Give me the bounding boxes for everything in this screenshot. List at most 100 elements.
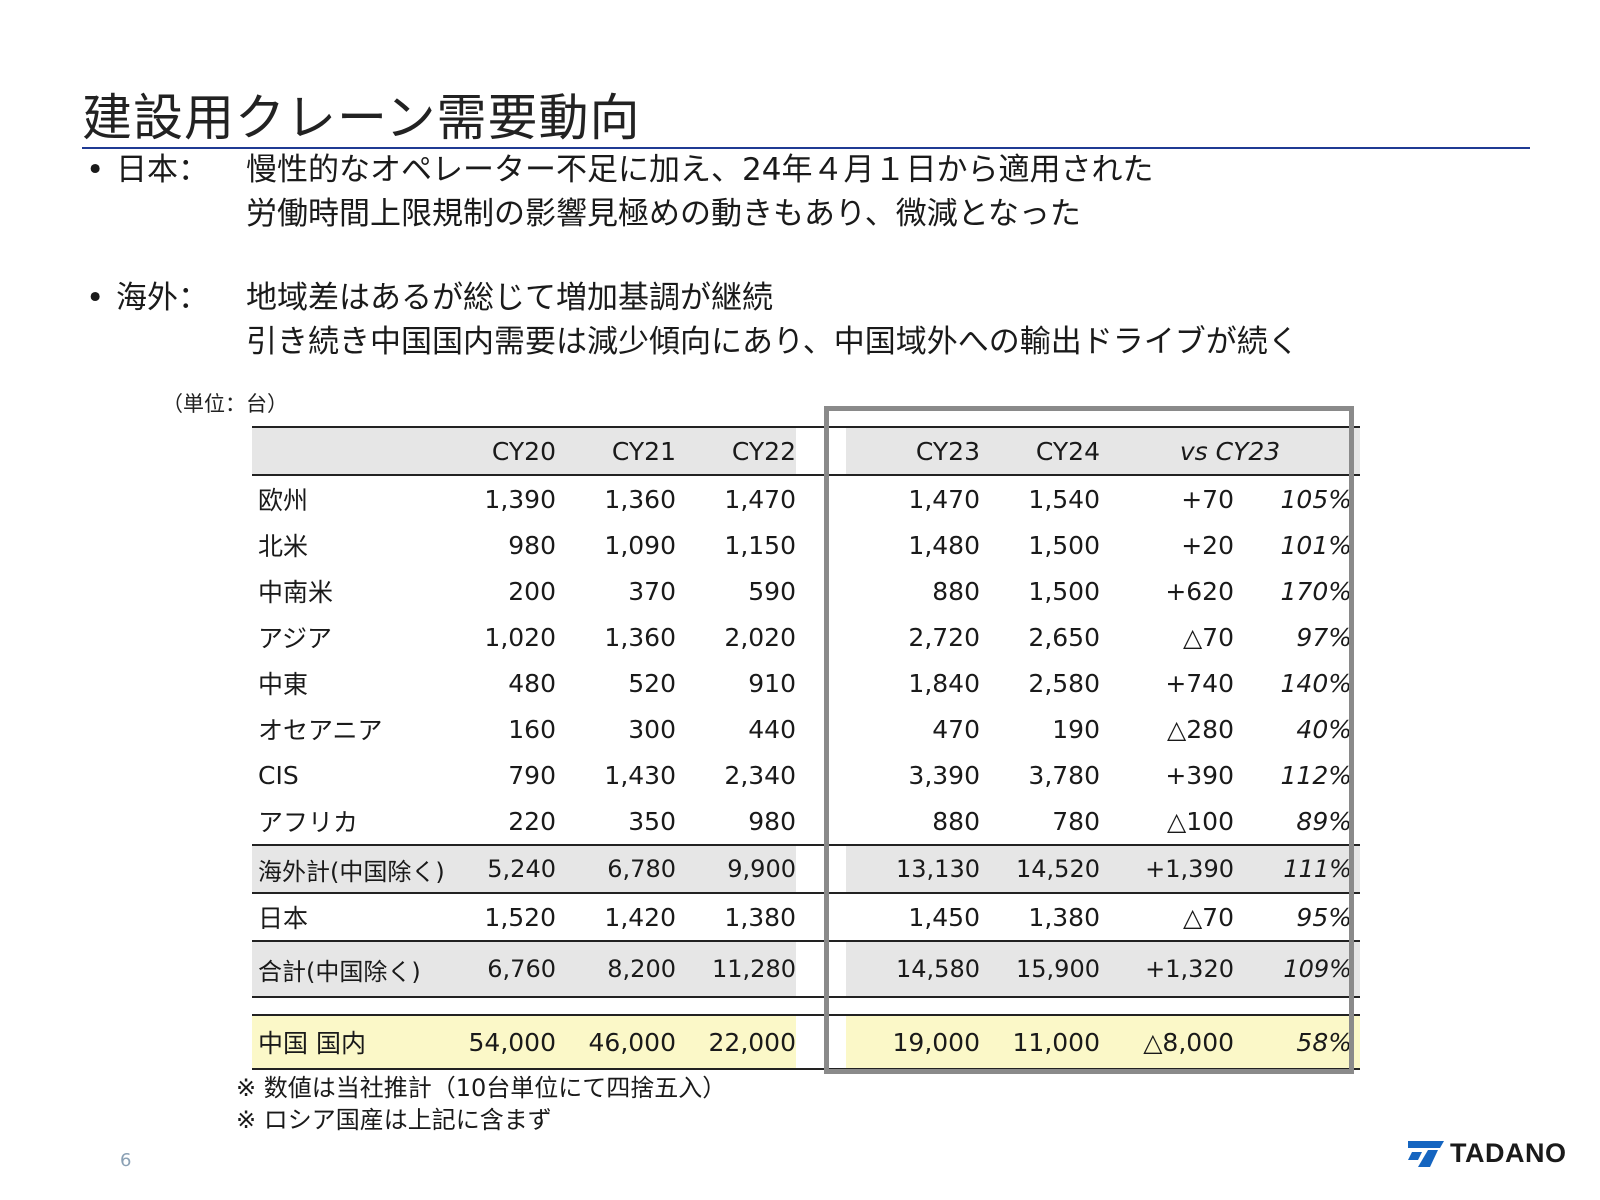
cell-cy20: 1,020	[484, 622, 556, 652]
row-label: CIS	[258, 760, 299, 790]
column-gap	[796, 706, 846, 752]
cell-cy22: 1,380	[676, 893, 796, 942]
cell-cy21: 6,780	[556, 844, 676, 894]
cell-cy20: 200	[508, 576, 556, 606]
cell-cy22: 980	[748, 806, 796, 836]
page-number: 6	[120, 1150, 132, 1171]
bullet-line: 労働時間上限規制の影響見極めの動きもあり、微減となった	[246, 196, 1081, 232]
cell-cy21: 46,000	[556, 1014, 676, 1070]
cell-diff: +620	[1165, 576, 1234, 606]
bullet-marker: •	[86, 152, 105, 188]
table-row: 北米 980 1,090 1,150 1,480 1,500 +20 101%	[252, 522, 1360, 568]
column-gap	[796, 940, 846, 998]
header-cell	[252, 426, 452, 476]
cell-diff: +390	[1165, 760, 1234, 790]
cell-cy24: 780	[1052, 806, 1100, 836]
company-logo: TADANO	[1408, 1138, 1566, 1169]
column-gap	[796, 844, 846, 894]
row-label: 日本	[252, 893, 452, 942]
cell-cy20: 480	[508, 668, 556, 698]
crane-demand-table: CY20 CY21 CY22 CY23 CY24 vs CY23 欧州 1,390…	[252, 426, 1360, 1070]
column-gap	[796, 614, 846, 660]
cell-cy24: 1,500	[1028, 530, 1100, 560]
cell-cy21: 520	[628, 668, 676, 698]
cell-cy23: 19,000	[846, 1014, 980, 1070]
spacer-cell	[252, 996, 1360, 1015]
page-title: 建設用クレーン需要動向	[82, 89, 641, 147]
row-label: 中国 国内	[252, 1014, 452, 1070]
row-label: 中南米	[258, 578, 334, 607]
table-row-grand-total: 合計(中国除く) 6,760 8,200 11,280 14,580 15,90…	[252, 940, 1360, 998]
cell-cy23: 880	[932, 576, 980, 606]
header-cell: CY20	[452, 426, 556, 476]
cell-pct: 58%	[1234, 1014, 1360, 1070]
cell-diff: △8,000	[1100, 1014, 1234, 1070]
row-label: 欧州	[258, 486, 309, 515]
cell-cy24: 3,780	[1028, 760, 1100, 790]
row-label: 海外計(中国除く)	[252, 844, 452, 894]
table-row: 欧州 1,390 1,360 1,470 1,470 1,540 +70 105%	[252, 475, 1360, 522]
cell-cy22: 910	[748, 668, 796, 698]
cell-cy23: 13,130	[846, 844, 980, 894]
cell-cy22: 1,470	[724, 484, 796, 514]
unit-label: （単位：台）	[162, 392, 288, 416]
cell-cy21: 1,430	[604, 760, 676, 790]
column-gap	[796, 660, 846, 706]
cell-cy24: 190	[1052, 714, 1100, 744]
cell-cy24: 1,380	[980, 893, 1100, 942]
cell-pct: 105%	[1280, 484, 1352, 514]
column-gap	[796, 475, 846, 522]
footnote: ※ 数値は当社推計（10台単位にて四捨五入）	[236, 1074, 727, 1102]
cell-diff: +740	[1165, 668, 1234, 698]
column-gap	[796, 752, 846, 798]
cell-pct: 101%	[1280, 530, 1352, 560]
cell-cy24: 15,900	[980, 940, 1100, 998]
bullet-label: 日本：	[116, 152, 209, 188]
table-header-row: CY20 CY21 CY22 CY23 CY24 vs CY23	[252, 426, 1360, 476]
table-row: オセアニア 160 300 440 470 190 △280 40%	[252, 706, 1360, 752]
cell-diff: +1,320	[1100, 940, 1234, 998]
table-spacer	[252, 996, 1360, 1015]
cell-cy23: 880	[932, 806, 980, 836]
cell-pct: 109%	[1234, 940, 1360, 998]
cell-cy21: 350	[628, 806, 676, 836]
cell-pct: 170%	[1280, 576, 1352, 606]
header-cell: CY22	[676, 426, 796, 476]
table-row-china: 中国 国内 54,000 46,000 22,000 19,000 11,000…	[252, 1014, 1360, 1070]
row-label: オセアニア	[258, 716, 383, 745]
column-gap	[796, 798, 846, 845]
cell-diff: +20	[1181, 530, 1234, 560]
cell-cy23: 1,470	[908, 484, 980, 514]
cell-cy20: 5,240	[452, 844, 556, 894]
row-label: 合計(中国除く)	[252, 940, 452, 998]
cell-cy21: 1,420	[556, 893, 676, 942]
cell-cy22: 11,280	[676, 940, 796, 998]
cell-pct: 95%	[1234, 893, 1360, 942]
header-cell: CY23	[846, 426, 980, 476]
cell-pct: 89%	[1296, 806, 1352, 836]
bullet-line: 慢性的なオペレーター不足に加え、24年４月１日から適用された	[246, 152, 1154, 188]
cell-diff: +70	[1181, 484, 1234, 514]
table-row-overseas-total: 海外計(中国除く) 5,240 6,780 9,900 13,130 14,52…	[252, 844, 1360, 894]
column-gap	[796, 568, 846, 614]
cell-cy22: 2,020	[724, 622, 796, 652]
table-row: CIS 790 1,430 2,340 3,390 3,780 +390 112%	[252, 752, 1360, 798]
cell-cy22: 1,150	[724, 530, 796, 560]
cell-diff: +1,390	[1100, 844, 1234, 894]
region-rows: 欧州 1,390 1,360 1,470 1,470 1,540 +70 105% 北米 980 1…	[252, 475, 1360, 845]
cell-pct: 140%	[1280, 668, 1352, 698]
logo-text: TADANO	[1450, 1138, 1567, 1168]
cell-cy24: 1,540	[1028, 484, 1100, 514]
cell-cy22: 590	[748, 576, 796, 606]
cell-cy21: 300	[628, 714, 676, 744]
bullet-marker: •	[86, 280, 105, 316]
cell-diff: △100	[1167, 806, 1234, 836]
cell-cy24: 2,650	[1028, 622, 1100, 652]
bullet-line: 地域差はあるが総じて増加基調が継続	[246, 280, 773, 316]
cell-cy22: 2,340	[724, 760, 796, 790]
cell-cy22: 22,000	[676, 1014, 796, 1070]
table-row: 中東 480 520 910 1,840 2,580 +740 140%	[252, 660, 1360, 706]
header-cell: CY24	[980, 426, 1100, 476]
table-row: 中南米 200 370 590 880 1,500 +620 170%	[252, 568, 1360, 614]
cell-diff: △70	[1100, 893, 1234, 942]
